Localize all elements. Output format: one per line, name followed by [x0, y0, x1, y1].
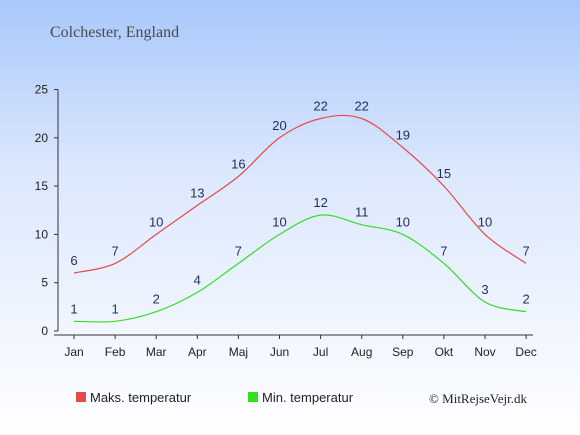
data-label: 15 — [437, 166, 451, 181]
data-label: 11 — [355, 205, 369, 220]
data-label: 7 — [522, 243, 529, 258]
y-tick-label: 5 — [41, 276, 48, 290]
data-label: 1 — [70, 301, 77, 316]
y-tick-label: 20 — [35, 131, 49, 145]
data-label: 7 — [111, 243, 118, 258]
series-line-min — [73, 214, 527, 323]
x-tick-label: Feb — [105, 345, 126, 359]
data-label: 19 — [396, 127, 410, 142]
x-tick-label: Jun — [270, 345, 289, 359]
data-label: 22 — [354, 98, 368, 113]
data-label: 13 — [190, 185, 204, 200]
x-tick-label: Maj — [229, 345, 248, 359]
x-tick-label: Aug — [351, 345, 372, 359]
series-layer — [73, 114, 527, 323]
y-tick-label: 0 — [41, 324, 48, 338]
data-label: 10 — [149, 214, 163, 229]
x-tick-label: Sep — [392, 345, 414, 359]
series-line-max — [73, 114, 527, 274]
x-tick-label: Jan — [64, 345, 83, 359]
data-label: 7 — [235, 243, 242, 258]
legend: Maks. temperatur Min. temperatur — [76, 390, 354, 405]
x-tick-label: Jul — [313, 345, 328, 359]
x-tick-label: Nov — [474, 345, 495, 359]
data-label: 7 — [440, 243, 447, 258]
data-label: 10 — [272, 214, 286, 229]
legend-label: Min. temperatur — [262, 390, 354, 405]
data-label: 12 — [313, 195, 327, 210]
data-label: 1 — [111, 301, 118, 316]
legend-label: Maks. temperatur — [90, 390, 192, 405]
y-tick-label: 25 — [35, 83, 49, 97]
data-label: 22 — [313, 98, 327, 113]
data-label: 2 — [153, 292, 160, 307]
x-tick-label: Dec — [515, 345, 536, 359]
data-label: 2 — [522, 292, 529, 307]
y-tick-label: 10 — [35, 227, 49, 241]
data-label: 10 — [396, 214, 410, 229]
data-label: 10 — [478, 214, 492, 229]
axes: 0 5 10 15 20 25 Jan Feb Mar Apr Maj Jun Jul Aug Sep Okt… — [35, 83, 537, 360]
data-label: 16 — [231, 156, 245, 171]
data-label: 4 — [194, 272, 201, 287]
copyright-text: © MitRejseVejr.dk — [429, 391, 527, 406]
data-label: 20 — [272, 118, 286, 133]
legend-swatch — [76, 392, 86, 402]
data-label: 3 — [481, 282, 488, 297]
legend-swatch — [248, 392, 258, 402]
data-label: 6 — [70, 253, 77, 268]
x-tick-label: Okt — [435, 345, 454, 359]
x-tick-label: Apr — [188, 345, 207, 359]
y-tick-label: 15 — [35, 179, 49, 193]
x-tick-label: Mar — [146, 345, 167, 359]
chart-title: Colchester, England — [50, 24, 179, 41]
